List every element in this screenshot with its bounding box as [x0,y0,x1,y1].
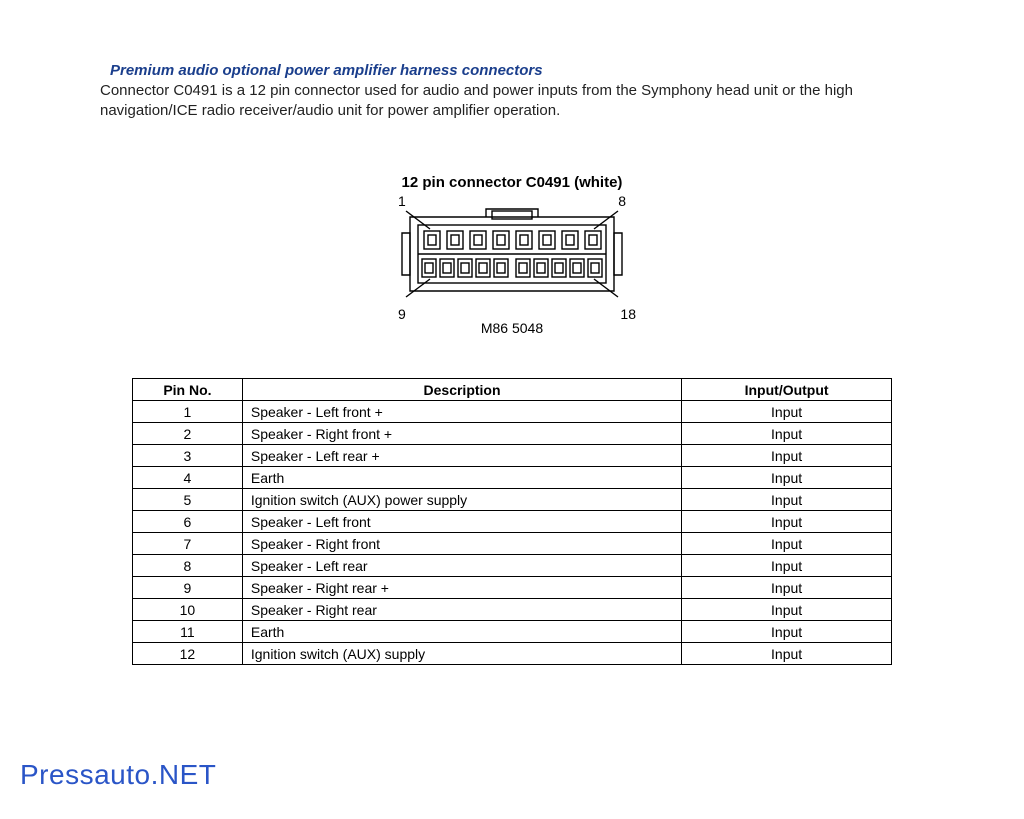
cell-io: Input [682,576,892,598]
description-line-1: Connector C0491 is a 12 pin connector us… [100,82,853,99]
cell-io: Input [682,444,892,466]
description-line-2: navigation/ICE radio receiver/audio unit… [100,102,560,119]
table-row: 11EarthInput [133,620,892,642]
column-header-pin: Pin No. [133,378,243,400]
table-row: 7Speaker - Right frontInput [133,532,892,554]
pin-marker-top-left: 1 [398,193,406,209]
cell-pin: 1 [133,400,243,422]
pinout-table: Pin No. Description Input/Output 1Speake… [132,378,892,665]
cell-pin: 9 [133,576,243,598]
cell-io: Input [682,642,892,664]
cell-pin: 6 [133,510,243,532]
cell-io: Input [682,510,892,532]
cell-description: Speaker - Left rear [242,554,681,576]
table-row: 12Ignition switch (AUX) supplyInput [133,642,892,664]
cell-description: Ignition switch (AUX) power supply [242,488,681,510]
table-row: 2Speaker - Right front +Input [133,422,892,444]
section-description: Connector C0491 is a 12 pin connector us… [100,81,924,122]
table-row: 9Speaker - Right rear +Input [133,576,892,598]
table-row: 4EarthInput [133,466,892,488]
cell-description: Speaker - Right rear [242,598,681,620]
connector-diagram-block: 12 pin connector C0491 (white) 1 8 9 18 [100,174,924,336]
cell-pin: 3 [133,444,243,466]
table-header-row: Pin No. Description Input/Output [133,378,892,400]
cell-io: Input [682,620,892,642]
cell-pin: 11 [133,620,243,642]
section-title: Premium audio optional power amplifier h… [110,62,924,79]
cell-description: Earth [242,620,681,642]
pin-marker-top-right: 8 [618,193,626,209]
table-row: 5Ignition switch (AUX) power supplyInput [133,488,892,510]
cell-pin: 12 [133,642,243,664]
cell-description: Speaker - Right front [242,532,681,554]
connector-icon [400,199,624,309]
cell-description: Speaker - Left front + [242,400,681,422]
cell-pin: 5 [133,488,243,510]
cell-io: Input [682,598,892,620]
cell-description: Speaker - Left front [242,510,681,532]
table-row: 10Speaker - Right rearInput [133,598,892,620]
cell-pin: 7 [133,532,243,554]
cell-io: Input [682,554,892,576]
pin-marker-bottom-right: 18 [620,306,636,322]
watermark-text: Pressauto.NET [20,759,216,791]
cell-pin: 4 [133,466,243,488]
column-header-io: Input/Output [682,378,892,400]
column-header-description: Description [242,378,681,400]
cell-pin: 10 [133,598,243,620]
pin-marker-bottom-left: 9 [398,306,406,322]
cell-io: Input [682,532,892,554]
connector-label: 12 pin connector C0491 (white) [100,174,924,191]
table-row: 6Speaker - Left frontInput [133,510,892,532]
table-row: 8Speaker - Left rearInput [133,554,892,576]
cell-io: Input [682,488,892,510]
cell-io: Input [682,422,892,444]
table-row: 1Speaker - Left front +Input [133,400,892,422]
cell-description: Earth [242,466,681,488]
table-row: 3Speaker - Left rear +Input [133,444,892,466]
connector-diagram: 1 8 9 18 [400,199,624,314]
diagram-reference-code: M86 5048 [100,320,924,336]
cell-description: Ignition switch (AUX) supply [242,642,681,664]
cell-description: Speaker - Right front + [242,422,681,444]
table-body: 1Speaker - Left front +Input 2Speaker - … [133,400,892,664]
cell-pin: 8 [133,554,243,576]
document-page: Premium audio optional power amplifier h… [0,0,1024,665]
cell-io: Input [682,400,892,422]
cell-description: Speaker - Right rear + [242,576,681,598]
cell-io: Input [682,466,892,488]
cell-description: Speaker - Left rear + [242,444,681,466]
cell-pin: 2 [133,422,243,444]
